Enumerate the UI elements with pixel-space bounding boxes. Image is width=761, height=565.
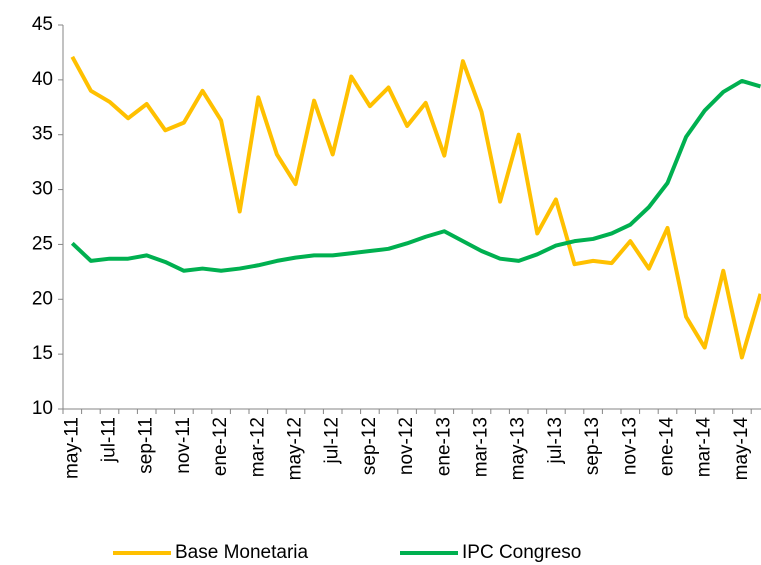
legend-label: Base Monetaria	[175, 542, 309, 563]
legend-label: IPC Congreso	[462, 542, 581, 563]
x-tick-label: ene-14	[657, 417, 678, 477]
x-tick-label: ene-13	[433, 417, 454, 476]
y-tick-label: 25	[32, 233, 53, 254]
y-tick-label: 10	[32, 398, 53, 419]
data-line	[70, 78, 761, 273]
x-tick-label: may-14	[731, 417, 752, 481]
y-tick-label: 30	[32, 179, 53, 200]
x-tick-label: may-13	[508, 417, 529, 480]
x-tick-label: nov-12	[396, 417, 417, 475]
x-tick-label: mar-12	[247, 417, 268, 477]
y-tick-label: 20	[32, 288, 53, 309]
y-tick-label: 45	[32, 14, 53, 35]
x-tick-label: jul-11	[99, 417, 120, 463]
x-tick-label: jul-13	[545, 417, 566, 464]
x-tick-label: ene-12	[210, 417, 231, 476]
x-tick-label: sep-11	[136, 417, 157, 474]
x-tick-label: sep-13	[582, 417, 603, 475]
y-tick-label: 40	[32, 69, 53, 90]
x-tick-label: may-11	[61, 417, 82, 479]
x-tick-label: jul-12	[322, 417, 343, 464]
x-tick-label: mar-13	[471, 417, 492, 477]
x-tick-label: nov-13	[619, 417, 640, 475]
x-tick-label: may-12	[285, 417, 306, 480]
x-tick-label: nov-11	[173, 417, 194, 474]
x-tick-label: mar-14	[694, 417, 715, 478]
y-tick-label: 15	[32, 343, 53, 364]
data-line	[70, 55, 761, 360]
x-tick-label: sep-12	[359, 417, 380, 475]
y-tick-label: 35	[32, 124, 53, 145]
